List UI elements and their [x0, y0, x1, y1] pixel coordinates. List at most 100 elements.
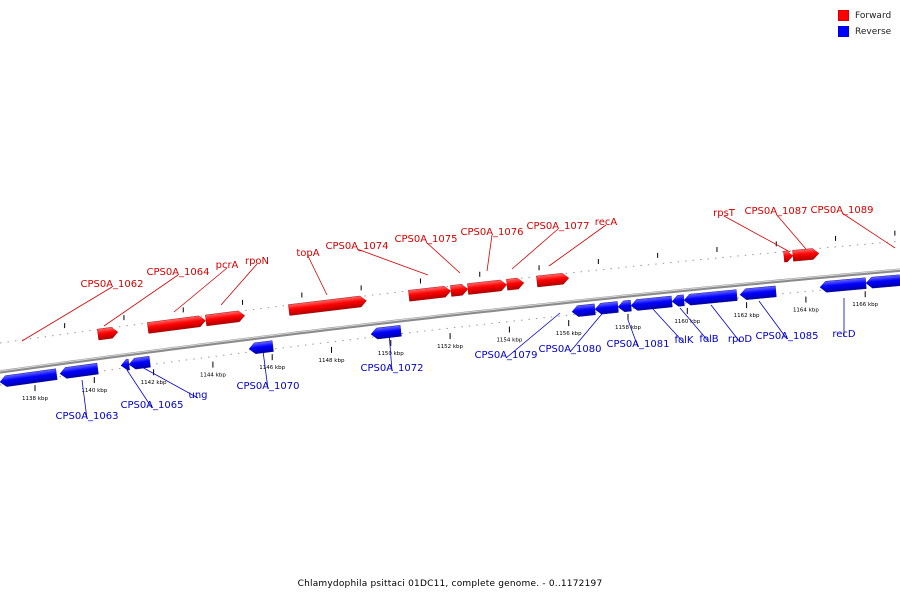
forward-gene-arrow [506, 277, 525, 291]
gene-arrow-shape [571, 303, 596, 317]
reverse-gene-arrow [0, 368, 58, 387]
reverse-gene-label: CPS0A_1080 [538, 344, 601, 355]
tick-label: 1146 kbp [259, 365, 285, 371]
forward-gene-arrow [205, 310, 245, 327]
gene-arrow-shape [594, 301, 619, 315]
leader-line [627, 319, 639, 348]
reverse-gene-label: CPS0A_1072 [360, 363, 423, 374]
leader-line [81, 379, 88, 420]
reverse-swatch [838, 26, 849, 37]
gene-arrow-shape [630, 295, 673, 311]
forward-gene-label: CPS0A_1074 [325, 241, 388, 252]
leader-line [841, 212, 896, 249]
forward-gene-arrow [408, 286, 452, 302]
leader-line [723, 215, 791, 253]
gene-arrow-shape [0, 368, 58, 387]
leader-line [775, 213, 807, 250]
gene-arrow-shape [288, 295, 367, 316]
reverse-gene-arrow [865, 274, 900, 289]
forward-swatch [838, 10, 849, 21]
reverse-gene-arrow [630, 295, 673, 311]
tick-label: 1144 kbp [200, 373, 226, 379]
tick-label: 1152 kbp [437, 344, 463, 350]
tick-label: 1162 kbp [734, 313, 760, 319]
gene-arrow-shape [739, 285, 777, 300]
legend-item-reverse: Reverse [838, 24, 900, 39]
forward-gene-arrow [147, 315, 206, 334]
forward-gene-arrow [467, 279, 508, 295]
leader-line [758, 300, 788, 340]
reverse-gene-label: recD [832, 329, 856, 340]
gene-arrow-shape [819, 277, 867, 293]
gene-arrow-shape [408, 286, 452, 302]
gene-arrow-shape [97, 327, 119, 341]
tick-label: 1164 kbp [793, 308, 819, 314]
forward-gene-label: CPS0A_1075 [394, 234, 457, 245]
reverse-gene-arrow [59, 362, 99, 379]
gene-arrow-shape [617, 299, 632, 313]
reverse-gene-label: CPS0A_1085 [755, 331, 818, 342]
leader-line [356, 248, 429, 276]
reverse-gene-label: CPS0A_1065 [120, 400, 183, 411]
reverse-gene-arrow [671, 294, 685, 307]
forward-gene-arrow [783, 250, 794, 263]
reverse-gene-label: CPS0A_1081 [606, 339, 669, 350]
reverse-gene-label: folK [675, 335, 694, 346]
gene-arrow-shape [865, 274, 900, 289]
forward-gene-label: CPS0A_1064 [146, 267, 209, 278]
gene-arrow-shape [205, 310, 245, 327]
forward-gene-label: rpoN [245, 256, 269, 267]
leader-line [262, 350, 269, 390]
gene-arrow-shape [59, 362, 99, 379]
forward-gene-label: CPS0A_1062 [80, 279, 143, 290]
leader-line [651, 307, 685, 344]
leader-line [710, 304, 741, 343]
forward-gene-label: CPS0A_1089 [810, 205, 873, 216]
reverse-gene-arrow [594, 301, 619, 315]
gene-arrow-shape [450, 284, 469, 297]
legend-item-forward: Forward [838, 8, 900, 23]
reverse-gene-arrow [571, 303, 596, 317]
gene-arrow-shape [671, 294, 685, 307]
forward-gene-arrow [97, 327, 119, 341]
tick-label: 1138 kbp [22, 396, 48, 402]
leader-line [126, 369, 153, 409]
gene-arrow-shape [120, 358, 130, 371]
tick-label: 1160 kbp [674, 319, 700, 325]
gene-arrow-shape [370, 325, 402, 340]
gene-arrow-shape [683, 289, 738, 306]
leader-line [569, 308, 607, 353]
leader-line [679, 307, 710, 343]
leader-line [173, 267, 228, 313]
gene-arrow-shape [248, 340, 274, 354]
reverse-gene-arrow [819, 277, 867, 293]
gene-layer [0, 248, 900, 387]
gene-arrow-shape [467, 279, 508, 295]
gene-arrow-shape [506, 277, 525, 291]
reverse-gene-arrow [128, 356, 151, 370]
backbone-highlight [0, 268, 900, 372]
tick-label: 1140 kbp [81, 388, 107, 394]
leader-line [548, 224, 607, 267]
leader-line [511, 228, 559, 270]
reverse-gene-label: CPS0A_1079 [474, 350, 537, 361]
reverse-gene-arrow [683, 289, 738, 306]
reverse-gene-arrow [370, 325, 402, 340]
gene-arrow-shape [536, 273, 570, 288]
reverse-gene-label: ung [188, 390, 207, 401]
forward-gene-label: CPS0A_1076 [460, 227, 523, 238]
tick-label: 1156 kbp [556, 331, 582, 337]
reverse-gene-label: rpoD [728, 334, 753, 345]
gene-arrow-shape [147, 315, 206, 334]
forward-gene-arrow [792, 248, 820, 262]
gene-arrow-shape [792, 248, 820, 262]
reverse-gene-arrow [739, 285, 777, 300]
forward-gene-label: CPS0A_1077 [526, 221, 589, 232]
leader-line [139, 365, 199, 399]
leader-line [388, 331, 393, 372]
genome-caption: Chlamydophila psittaci 01DC11, complete … [297, 579, 603, 589]
leader-line [486, 234, 493, 272]
forward-gene-label: topA [296, 248, 319, 259]
legend-label-forward: Forward [855, 10, 892, 21]
